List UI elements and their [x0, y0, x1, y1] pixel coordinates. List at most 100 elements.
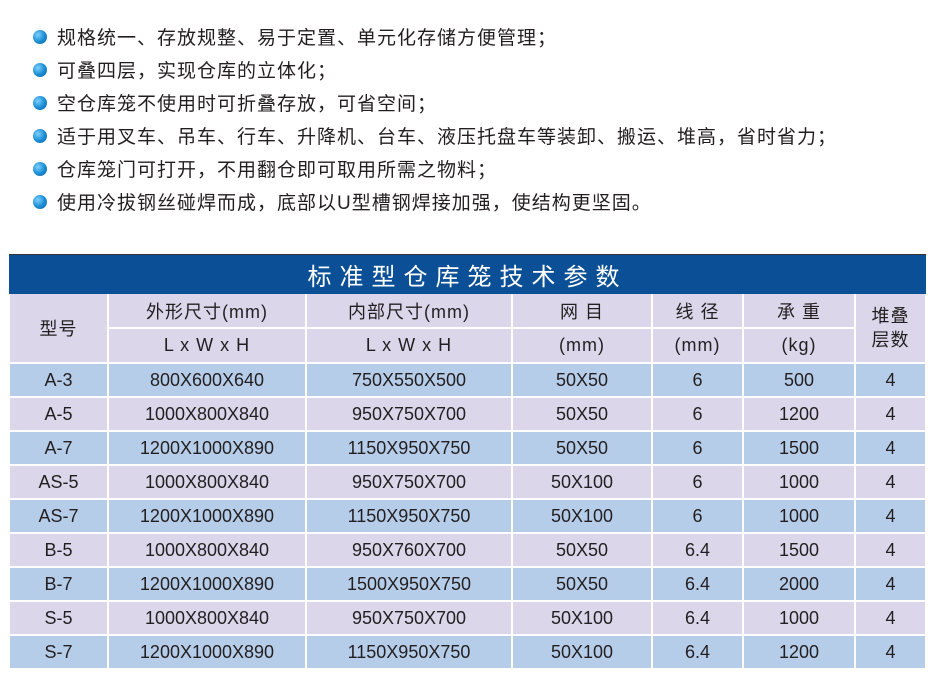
- cell-wire-diameter: 6.4: [651, 601, 744, 636]
- cell-mesh: 50X100: [511, 465, 653, 500]
- bullet-icon: [33, 62, 47, 77]
- cell-load: 1200: [742, 397, 856, 432]
- cell-mesh: 50X100: [511, 635, 653, 670]
- cell-model: B-5: [8, 533, 109, 568]
- cell-wire-diameter: 6.4: [651, 567, 744, 602]
- feature-item: 仓库笼门可打开，不用翻仓即可取用所需之物料；: [33, 152, 837, 185]
- cell-outer-size: 1200X1000X890: [107, 431, 307, 466]
- feature-list: 规格统一、存放规整、易于定置、单元化存储方便管理； 可叠四层，实现仓库的立体化；…: [33, 20, 837, 218]
- cell-load: 500: [742, 363, 856, 398]
- cell-inner-size: 950X750X700: [305, 601, 513, 636]
- header-load: 承 重: [742, 294, 856, 329]
- cell-wire-diameter: 6: [651, 363, 744, 398]
- feature-text: 适于用叉车、吊车、行车、升降机、台车、液压托盘车等装卸、搬运、堆高，省时省力；: [57, 127, 838, 148]
- cell-model: AS-7: [8, 499, 109, 534]
- cell-stack-layers: 4: [853, 533, 928, 568]
- table-row: S-7 1200X1000X890 1150X950X750 50X100 6.4 120…: [8, 635, 928, 670]
- cell-mesh: 50X100: [511, 601, 653, 636]
- cell-mesh: 50X100: [511, 499, 653, 534]
- cell-mesh: 50X50: [511, 363, 653, 398]
- cell-wire-diameter: 6: [651, 465, 744, 500]
- cell-wire-diameter: 6: [651, 499, 744, 534]
- bullet-icon: [33, 95, 47, 110]
- cell-load: 1000: [742, 465, 856, 500]
- cell-outer-size: 1000X800X840: [107, 465, 307, 500]
- feature-text: 可叠四层，实现仓库的立体化；: [57, 61, 338, 82]
- header-outer: 外形尺寸(mm): [107, 294, 307, 329]
- cell-stack-layers: 4: [853, 567, 928, 602]
- header-load-unit: (kg): [742, 328, 856, 364]
- cell-stack-layers: 4: [853, 499, 928, 534]
- cell-model: AS-5: [8, 465, 109, 500]
- feature-item: 可叠四层，实现仓库的立体化；: [33, 53, 837, 86]
- table-row: A-7 1200X1000X890 1150X950X750 50X50 6 1500 4: [8, 431, 928, 466]
- cell-inner-size: 1150X950X750: [305, 431, 513, 466]
- header-mesh: 网 目: [511, 294, 653, 329]
- cell-inner-size: 1150X950X750: [305, 499, 513, 534]
- cell-inner-size: 750X550X500: [305, 363, 513, 398]
- cell-load: 2000: [742, 567, 856, 602]
- cell-model: A-5: [8, 397, 109, 432]
- cell-stack-layers: 4: [853, 635, 928, 670]
- table-row: B-5 1000X800X840 950X760X700 50X50 6.4 1500 4: [8, 533, 928, 568]
- cell-wire-diameter: 6.4: [651, 635, 744, 670]
- header-stack: 堆叠层数: [853, 294, 928, 364]
- header-mesh-unit: (mm): [511, 328, 653, 364]
- feature-item: 适于用叉车、吊车、行车、升降机、台车、液压托盘车等装卸、搬运、堆高，省时省力；: [33, 119, 837, 152]
- table-row: AS-7 1200X1000X890 1150X950X750 50X100 6 1000…: [8, 499, 928, 534]
- cell-outer-size: 1000X800X840: [107, 397, 307, 432]
- bullet-icon: [33, 29, 47, 44]
- cell-load: 1500: [742, 533, 856, 568]
- bullet-icon: [33, 161, 47, 176]
- feature-text: 使用冷拔钢丝碰焊而成，底部以U型槽钢焊接加强，使结构更坚固。: [57, 193, 652, 214]
- cell-outer-size: 1000X800X840: [107, 533, 307, 568]
- bullet-icon: [33, 194, 47, 209]
- cell-stack-layers: 4: [853, 397, 928, 432]
- cell-outer-size: 1200X1000X890: [107, 635, 307, 670]
- header-model: 型号: [8, 294, 109, 364]
- cell-mesh: 50X50: [511, 567, 653, 602]
- feature-text: 规格统一、存放规整、易于定置、单元化存储方便管理；: [57, 28, 558, 49]
- cell-stack-layers: 4: [853, 601, 928, 636]
- table-row: B-7 1200X1000X890 1500X950X750 50X50 6.4 2000…: [8, 567, 928, 602]
- feature-item: 使用冷拔钢丝碰焊而成，底部以U型槽钢焊接加强，使结构更坚固。: [33, 185, 837, 218]
- table-row: A-3 800X600X640 750X550X500 50X50 6 500 4: [8, 363, 928, 398]
- cell-model: B-7: [8, 567, 109, 602]
- table-title: 标准型仓库笼技术参数: [9, 254, 927, 294]
- cell-stack-layers: 4: [853, 465, 928, 500]
- cell-stack-layers: 4: [853, 431, 928, 466]
- table-row: S-5 1000X800X840 950X750X700 50X100 6.4 1000 4: [8, 601, 928, 636]
- table-row: AS-5 1000X800X840 950X750X700 50X100 6 1000 4: [8, 465, 928, 500]
- cell-inner-size: 1150X950X750: [305, 635, 513, 670]
- cell-mesh: 50X50: [511, 397, 653, 432]
- feature-text: 空仓库笼不使用时可折叠存放，可省空间；: [57, 94, 438, 115]
- cell-inner-size: 1500X950X750: [305, 567, 513, 602]
- cell-outer-size: 1000X800X840: [107, 601, 307, 636]
- header-inner-unit: L x W x H: [305, 328, 513, 364]
- cell-inner-size: 950X750X700: [305, 465, 513, 500]
- cell-inner-size: 950X750X700: [305, 397, 513, 432]
- cell-model: S-7: [8, 635, 109, 670]
- cell-outer-size: 800X600X640: [107, 363, 307, 398]
- header-wire-unit: (mm): [651, 328, 744, 364]
- cell-model: A-3: [8, 363, 109, 398]
- cell-inner-size: 950X760X700: [305, 533, 513, 568]
- feature-text: 仓库笼门可打开，不用翻仓即可取用所需之物料；: [57, 160, 498, 181]
- cell-model: S-5: [8, 601, 109, 636]
- cell-mesh: 50X50: [511, 533, 653, 568]
- cell-stack-layers: 4: [853, 363, 928, 398]
- table-row: A-5 1000X800X840 950X750X700 50X50 6 1200 4: [8, 397, 928, 432]
- header-inner: 内部尺寸(mm): [305, 294, 513, 329]
- bullet-icon: [33, 128, 47, 143]
- feature-item: 空仓库笼不使用时可折叠存放，可省空间；: [33, 86, 837, 119]
- cell-load: 1000: [742, 499, 856, 534]
- feature-item: 规格统一、存放规整、易于定置、单元化存储方便管理；: [33, 20, 837, 53]
- cell-outer-size: 1200X1000X890: [107, 567, 307, 602]
- cell-mesh: 50X50: [511, 431, 653, 466]
- cell-wire-diameter: 6.4: [651, 533, 744, 568]
- cell-load: 1500: [742, 431, 856, 466]
- cell-load: 1200: [742, 635, 856, 670]
- cell-wire-diameter: 6: [651, 397, 744, 432]
- header-wire: 线 径: [651, 294, 744, 329]
- header-outer-unit: L x W x H: [107, 328, 307, 364]
